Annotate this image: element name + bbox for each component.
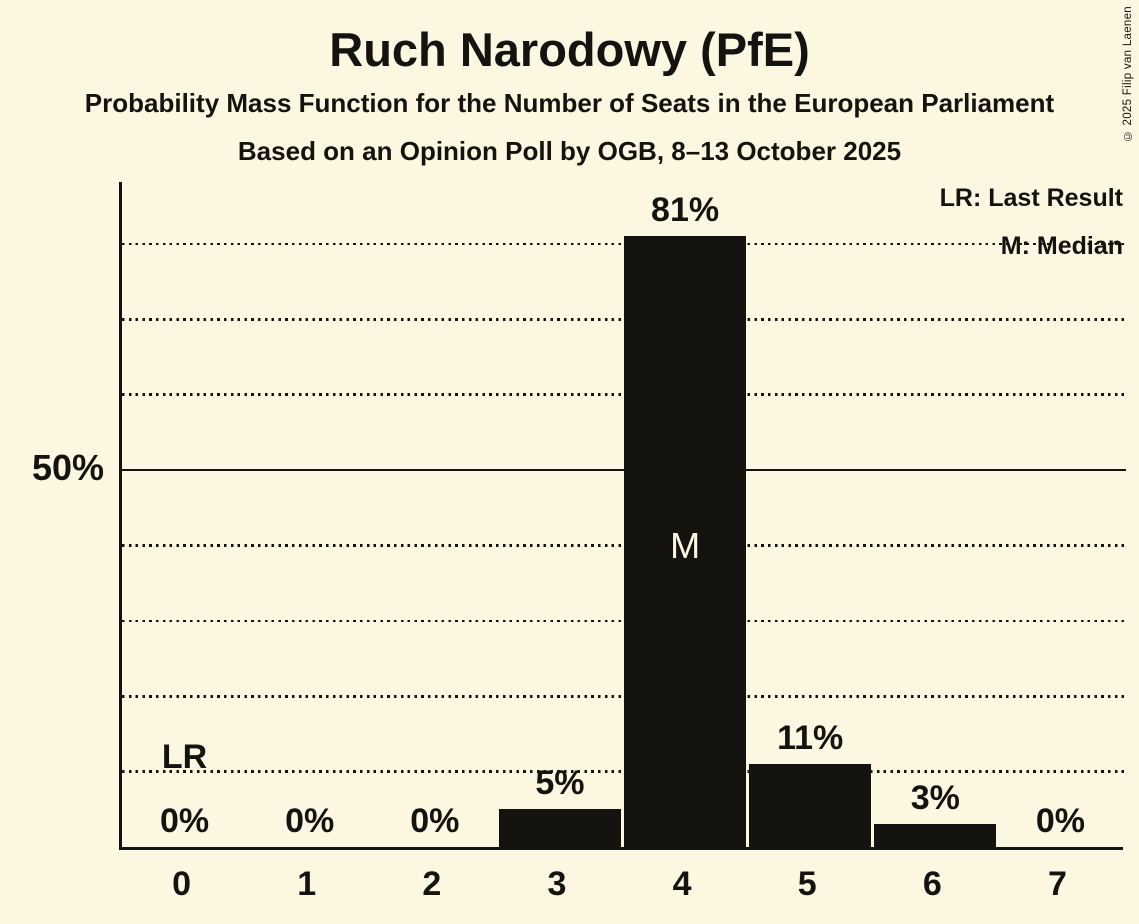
bar-seats-4 bbox=[624, 236, 747, 847]
value-label-seats-1: 0% bbox=[285, 802, 335, 840]
value-label-seats-5: 11% bbox=[777, 719, 844, 758]
x-tick-label-7: 7 bbox=[1047, 865, 1067, 903]
value-label-seats-4: 81% bbox=[651, 191, 720, 230]
value-label-seats-0: 0% bbox=[159, 802, 210, 840]
plot-area: 0% 0% 0% 5% 81% 11% 3% 0% LR M bbox=[119, 182, 1126, 850]
legend-last-result: LR: Last Result bbox=[939, 184, 1123, 212]
bar-seats-3 bbox=[498, 809, 621, 847]
bar-seats-6 bbox=[874, 824, 997, 847]
value-label-seats-7: 0% bbox=[1035, 802, 1085, 840]
legend-median: M: Median bbox=[1000, 232, 1123, 260]
x-tick-label-5: 5 bbox=[797, 865, 817, 903]
x-tick-label-1: 1 bbox=[297, 865, 317, 903]
bar-seats-5 bbox=[749, 764, 872, 847]
value-label-seats-2: 0% bbox=[410, 802, 460, 840]
x-tick-label-4: 4 bbox=[672, 865, 692, 903]
value-label-seats-6: 3% bbox=[910, 779, 960, 818]
y-axis-tick-label: 50% bbox=[31, 447, 104, 488]
page-title: Ruch Narodowy (PfE) bbox=[329, 23, 810, 76]
last-result-marker: LR bbox=[161, 738, 208, 776]
subtitle-poll: Based on an Opinion Poll by OGB, 8–13 Oc… bbox=[237, 136, 902, 166]
value-label-seats-3: 5% bbox=[535, 764, 585, 803]
x-tick-label-2: 2 bbox=[422, 865, 442, 903]
x-tick-label-3: 3 bbox=[547, 865, 567, 903]
median-marker: M bbox=[670, 524, 701, 566]
x-tick-label-6: 6 bbox=[922, 865, 942, 903]
x-tick-label-0: 0 bbox=[172, 865, 192, 903]
copyright-text: © 2025 Filip van Laenen bbox=[1122, 6, 1134, 142]
subtitle-pmf: Probability Mass Function for the Number… bbox=[84, 88, 1055, 118]
